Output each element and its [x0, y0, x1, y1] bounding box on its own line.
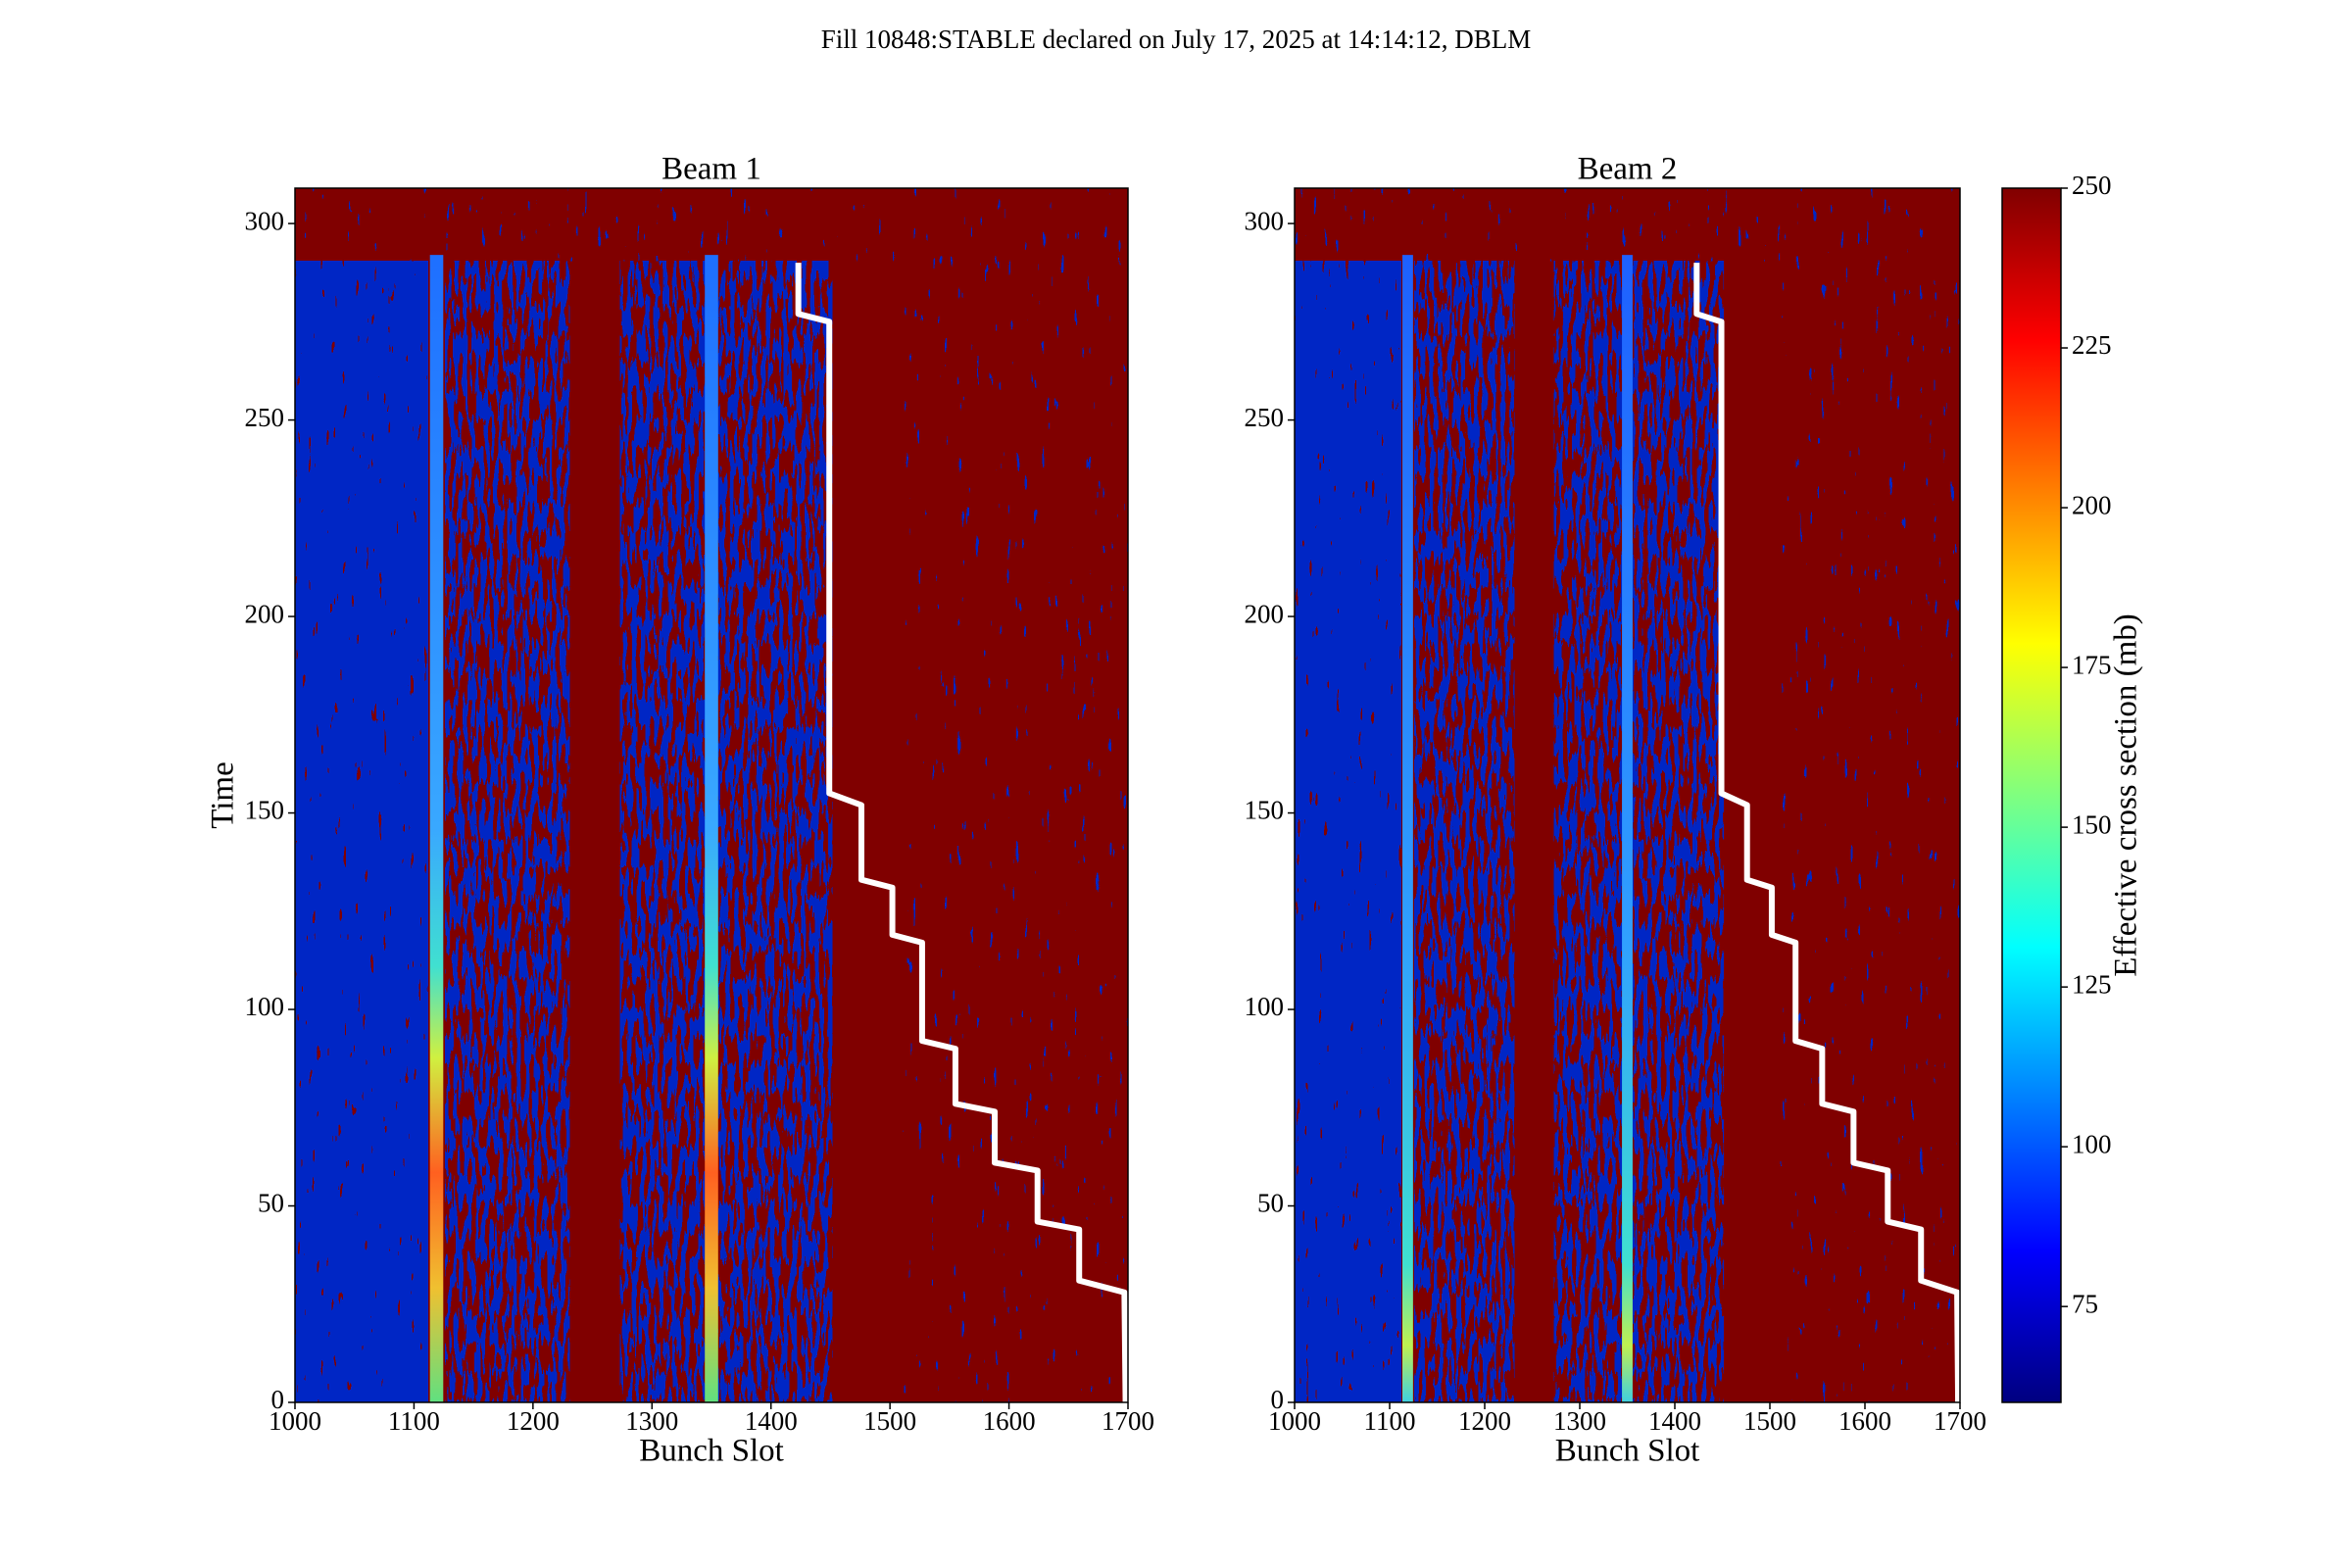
colorbar [2001, 187, 2062, 1403]
y-tick-label: 250 [1245, 403, 1285, 432]
y-tick-label: 50 [258, 1189, 284, 1218]
x-tick-label: 1000 [1268, 1406, 1321, 1436]
y-tick-label: 150 [1245, 796, 1285, 825]
colorbar-tick-label: 175 [2072, 650, 2112, 679]
y-tick-label: 200 [245, 599, 285, 628]
y-tick-label: 200 [1245, 599, 1285, 628]
figure-title: Fill 10848:STABLE declared on July 17, 2… [821, 24, 1532, 54]
heatmap-noise [1295, 261, 1401, 1403]
staircase-line [795, 263, 1129, 1403]
colorbar-label: Effective cross section (mb) [2109, 613, 2144, 977]
panel-title: Beam 1 [662, 152, 761, 187]
x-tick-label: 1100 [388, 1406, 440, 1436]
colorbar-tick-label: 150 [2072, 809, 2112, 839]
heatmap-noise [445, 261, 570, 1403]
colorbar-tick-label: 75 [2072, 1289, 2098, 1318]
colorbar-tick-label: 125 [2072, 969, 2112, 999]
x-tick-label: 1700 [1102, 1406, 1154, 1436]
y-tick-label: 100 [245, 992, 285, 1021]
x-tick-label: 1400 [1648, 1406, 1701, 1436]
y-tick-label: 150 [245, 796, 285, 825]
heatmap-noise [619, 261, 833, 1403]
plot-frame [1294, 187, 1961, 1403]
y-tick-label: 0 [271, 1385, 285, 1414]
y-tick-label: 300 [1245, 206, 1285, 235]
x-tick-label: 1300 [625, 1406, 678, 1436]
heatmap-noise [1553, 261, 1724, 1403]
x-tick-label: 1500 [863, 1406, 916, 1436]
heatmap-stripe [429, 255, 444, 1402]
heatmap-stripe [705, 255, 718, 1402]
x-tick-label: 1200 [1458, 1406, 1511, 1436]
x-tick-label: 1600 [983, 1406, 1036, 1436]
panel-title: Beam 2 [1578, 152, 1678, 187]
x-tick-label: 1600 [1838, 1406, 1891, 1436]
x-tick-label: 1100 [1364, 1406, 1416, 1436]
x-tick-label: 1400 [745, 1406, 798, 1436]
y-tick-label: 250 [245, 403, 285, 432]
colorbar-tick-label: 100 [2072, 1129, 2112, 1158]
x-axis-label: Bunch Slot [639, 1434, 784, 1469]
colorbar-tick-label: 250 [2072, 171, 2112, 200]
x-tick-label: 1000 [269, 1406, 321, 1436]
colorbar-tick-label: 225 [2072, 330, 2112, 360]
heatmap-noise [295, 261, 428, 1403]
y-axis-label: Time [206, 761, 241, 828]
y-tick-label: 50 [1257, 1189, 1284, 1218]
heatmap-noise [1780, 261, 1960, 1403]
heatmap-noise [1414, 261, 1515, 1403]
x-tick-label: 1300 [1553, 1406, 1606, 1436]
y-tick-label: 0 [1271, 1385, 1285, 1414]
heatmap-noise [295, 188, 1128, 262]
y-tick-label: 300 [245, 206, 285, 235]
heatmap-noise [903, 261, 1128, 1403]
staircase-line [1693, 263, 1962, 1403]
y-tick-label: 100 [1245, 992, 1285, 1021]
x-tick-label: 1500 [1743, 1406, 1796, 1436]
x-tick-label: 1200 [507, 1406, 560, 1436]
heatmap-stripe [1622, 255, 1633, 1402]
colorbar-tick-label: 200 [2072, 490, 2112, 519]
heatmap-stripe [1401, 255, 1413, 1402]
x-axis-label: Bunch Slot [1555, 1434, 1700, 1469]
x-tick-label: 1700 [1934, 1406, 1986, 1436]
plot-frame [294, 187, 1129, 1403]
heatmap-noise [1295, 188, 1960, 262]
